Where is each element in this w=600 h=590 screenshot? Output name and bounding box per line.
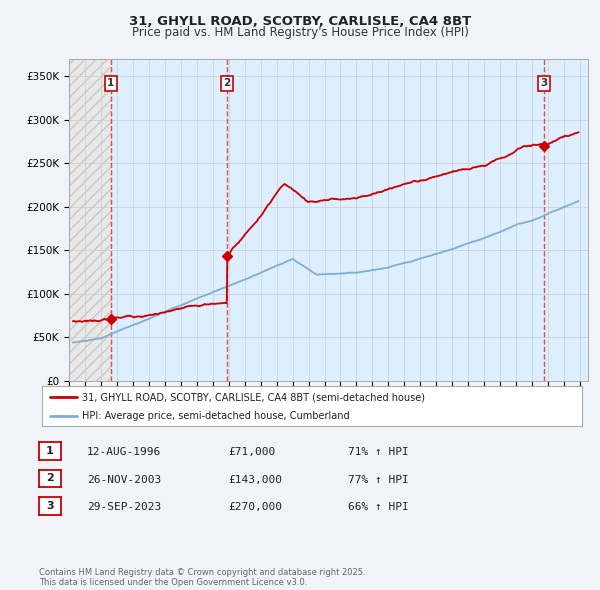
Text: 3: 3 bbox=[46, 502, 53, 511]
Text: £270,000: £270,000 bbox=[228, 503, 282, 512]
Text: 12-AUG-1996: 12-AUG-1996 bbox=[87, 447, 161, 457]
Text: £71,000: £71,000 bbox=[228, 447, 275, 457]
Bar bbox=[227, 59, 544, 381]
Text: 31, GHYLL ROAD, SCOTBY, CARLISLE, CA4 8BT (semi-detached house): 31, GHYLL ROAD, SCOTBY, CARLISLE, CA4 8B… bbox=[83, 392, 425, 402]
Text: 2: 2 bbox=[46, 474, 53, 483]
Text: HPI: Average price, semi-detached house, Cumberland: HPI: Average price, semi-detached house,… bbox=[83, 411, 350, 421]
Text: 1: 1 bbox=[107, 78, 115, 88]
Text: £143,000: £143,000 bbox=[228, 475, 282, 484]
Text: 2: 2 bbox=[223, 78, 231, 88]
Bar bbox=[544, 59, 588, 381]
Text: 1: 1 bbox=[46, 446, 53, 455]
Bar bbox=[111, 59, 227, 381]
Text: 31, GHYLL ROAD, SCOTBY, CARLISLE, CA4 8BT: 31, GHYLL ROAD, SCOTBY, CARLISLE, CA4 8B… bbox=[129, 15, 471, 28]
Text: 3: 3 bbox=[541, 78, 548, 88]
Text: 71% ↑ HPI: 71% ↑ HPI bbox=[348, 447, 409, 457]
Text: 66% ↑ HPI: 66% ↑ HPI bbox=[348, 503, 409, 512]
Text: 29-SEP-2023: 29-SEP-2023 bbox=[87, 503, 161, 512]
Text: 26-NOV-2003: 26-NOV-2003 bbox=[87, 475, 161, 484]
Text: Price paid vs. HM Land Registry's House Price Index (HPI): Price paid vs. HM Land Registry's House … bbox=[131, 26, 469, 39]
Bar bbox=[69, 59, 111, 381]
Text: Contains HM Land Registry data © Crown copyright and database right 2025.
This d: Contains HM Land Registry data © Crown c… bbox=[39, 568, 365, 587]
Text: 77% ↑ HPI: 77% ↑ HPI bbox=[348, 475, 409, 484]
